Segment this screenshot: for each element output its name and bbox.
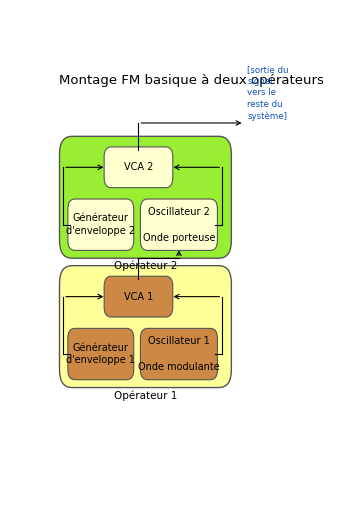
Text: Générateur
d'enveloppe 2: Générateur d'enveloppe 2	[66, 213, 135, 236]
FancyBboxPatch shape	[104, 276, 173, 317]
FancyBboxPatch shape	[140, 199, 217, 250]
Text: Oscillateur 1

Onde modulante: Oscillateur 1 Onde modulante	[138, 336, 220, 372]
Text: [sortie du
signal
vers le
reste du
système]: [sortie du signal vers le reste du systè…	[247, 66, 289, 121]
Text: Montage FM basique à deux opérateurs: Montage FM basique à deux opérateurs	[59, 74, 324, 87]
FancyBboxPatch shape	[140, 328, 217, 380]
FancyBboxPatch shape	[68, 199, 134, 250]
Text: Générateur
d'enveloppe 1: Générateur d'enveloppe 1	[66, 343, 135, 365]
Text: Opérateur 1: Opérateur 1	[114, 390, 177, 401]
FancyBboxPatch shape	[59, 136, 231, 258]
FancyBboxPatch shape	[104, 147, 173, 188]
Text: VCA 2: VCA 2	[124, 162, 153, 172]
FancyBboxPatch shape	[68, 328, 134, 380]
Text: Oscillateur 2

Onde porteuse: Oscillateur 2 Onde porteuse	[143, 207, 215, 242]
Text: VCA 1: VCA 1	[124, 292, 153, 302]
Text: Opérateur 2: Opérateur 2	[114, 261, 177, 271]
FancyBboxPatch shape	[59, 266, 231, 387]
